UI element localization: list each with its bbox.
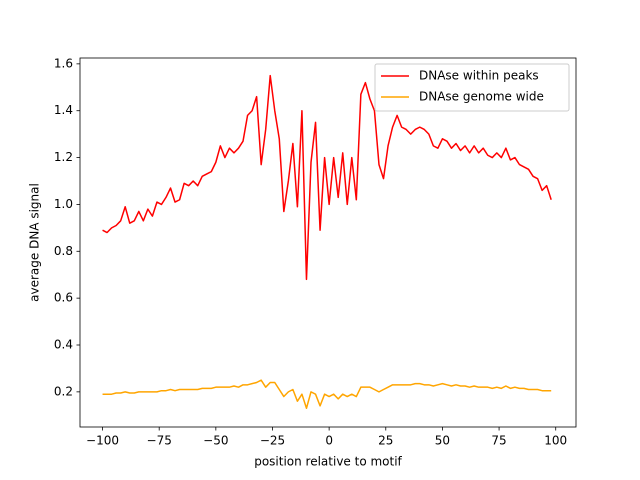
y-tick-label: 1.0 (54, 197, 73, 211)
legend-label: DNAse genome wide (419, 90, 544, 104)
y-tick-label: 0.4 (54, 338, 73, 352)
y-tick-label: 0.2 (54, 384, 73, 398)
legend-box (374, 63, 570, 112)
y-axis-label: average DNA signal (28, 183, 42, 302)
y-tick-label: 1.2 (54, 150, 73, 164)
x-axis-label: position relative to motif (254, 455, 402, 469)
data-line (102, 74, 552, 281)
x-tick-label: 75 (491, 434, 506, 448)
y-tick-label: 0.6 (54, 291, 73, 305)
legend-label: DNAse within peaks (419, 69, 539, 83)
x-tick-label: 50 (435, 434, 450, 448)
y-tick-label: 1.6 (54, 56, 73, 70)
plot-frame (79, 57, 577, 428)
x-tick-label: −25 (260, 434, 285, 448)
data-line (102, 379, 552, 410)
x-tick-label: 100 (544, 434, 567, 448)
x-tick-label: −75 (147, 434, 172, 448)
y-tick-label: 0.8 (54, 244, 73, 258)
x-tick-label: −50 (203, 434, 228, 448)
y-tick-label: 1.4 (54, 103, 73, 117)
x-tick-label: 25 (378, 434, 393, 448)
x-tick-label: −100 (86, 434, 119, 448)
x-tick-label: 0 (325, 434, 333, 448)
